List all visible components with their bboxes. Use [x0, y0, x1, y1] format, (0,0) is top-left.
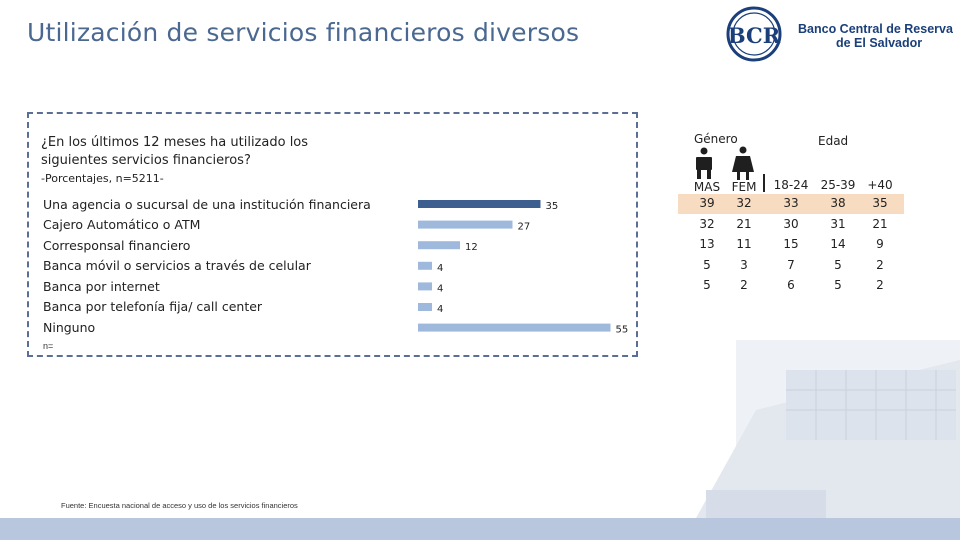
- table-cell: 2: [740, 278, 748, 292]
- bcr-logo: BCR: [726, 6, 782, 62]
- logo-wordmark: Banco Central de Reserva de El Salvador: [798, 22, 953, 50]
- category-label: Banca por telefonía fija/ call center: [43, 299, 263, 314]
- table-cell: 7: [787, 257, 795, 272]
- table-cell: 2: [876, 278, 884, 292]
- logo-line-1: Banco Central de Reserva: [798, 22, 953, 36]
- table-cell: 9: [876, 237, 884, 251]
- category-label: Cajero Automático o ATM: [43, 217, 201, 232]
- column-header-mas: MAS: [693, 180, 721, 194]
- chart-subtitle: -Porcentajes, n=5211-: [41, 172, 164, 185]
- source-note: Fuente: Encuesta nacional de acceso y us…: [61, 501, 298, 510]
- category-label: Ninguno: [43, 320, 96, 335]
- chart-panel: [27, 112, 638, 357]
- column-header-fem: FEM: [731, 180, 757, 194]
- table-cell: 31: [830, 216, 846, 231]
- table-cell: 15: [783, 237, 799, 251]
- category-label: Una agencia o sucursal de una institució…: [43, 197, 371, 212]
- highlight-row: [678, 194, 904, 214]
- table-cell: 21: [872, 216, 888, 231]
- table-cell: 13: [699, 237, 715, 251]
- table-cell: 11: [736, 237, 752, 251]
- survey-question: ¿En los últimos 12 meses ha utilizado lo…: [41, 134, 308, 170]
- male-person-icon: [696, 147, 712, 179]
- table-cell: 21: [736, 216, 752, 231]
- age-group-header: Edad: [818, 134, 849, 148]
- table-cell: 3: [740, 257, 748, 272]
- question-line-2: siguientes servicios financieros?: [41, 153, 251, 168]
- table-cell: 2: [876, 257, 884, 272]
- bottom-bar: [0, 518, 960, 540]
- table-cell: 30: [783, 216, 799, 231]
- question-line-1: ¿En los últimos 12 meses ha utilizado lo…: [41, 135, 309, 150]
- table-cell: 32: [699, 216, 715, 231]
- logo-mark: BCR: [728, 23, 781, 48]
- column-header-40-plus: +40: [867, 178, 893, 192]
- female-person-icon: [732, 146, 754, 180]
- table-cell: 5: [834, 278, 842, 292]
- table-cell: 35: [872, 196, 888, 210]
- table-cell: 6: [787, 278, 795, 292]
- table-cell: 39: [699, 196, 715, 210]
- table-cell: 5: [834, 257, 842, 272]
- column-divider: [763, 174, 765, 192]
- table-cell: 33: [783, 196, 799, 210]
- table-cell: 32: [736, 196, 752, 210]
- column-header-18-24: 18-24: [773, 178, 809, 192]
- table-cell: 14: [830, 237, 846, 251]
- n-label: n=: [43, 341, 54, 351]
- logo-line-2: de El Salvador: [836, 36, 923, 50]
- category-label: Corresponsal financiero: [43, 238, 191, 253]
- category-label: Banca móvil o servicios a través de celu…: [43, 258, 311, 273]
- table-cell: 38: [830, 196, 846, 210]
- column-header-25-39: 25-39: [820, 178, 856, 192]
- page-title: Utilización de servicios financieros div…: [27, 18, 580, 47]
- gender-group-header: Género: [694, 132, 738, 146]
- building-photo: [676, 300, 960, 518]
- table-cell: 5: [703, 278, 711, 292]
- category-label: Banca por internet: [43, 279, 160, 294]
- table-cell: 5: [703, 257, 711, 272]
